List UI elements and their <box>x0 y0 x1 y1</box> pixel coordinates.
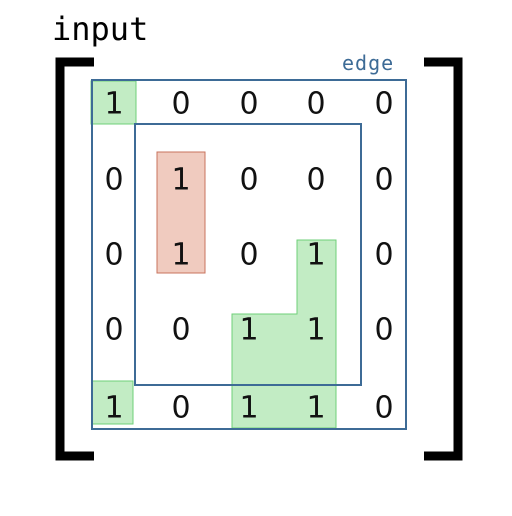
matrix-cell-r0-c0: 1 <box>104 87 123 122</box>
matrix-cell-r3-c2: 1 <box>239 313 258 348</box>
matrix-cell-r4-c1: 0 <box>171 391 190 426</box>
matrix-cell-r0-c4: 0 <box>374 87 393 122</box>
matrix-cell-r1-c3: 0 <box>306 163 325 198</box>
component-highlight-bottom-left <box>91 380 134 425</box>
matrix-cell-r2-c4: 0 <box>374 238 393 273</box>
matrix-cells: 1 0 0 0 0 0 1 0 0 0 0 1 0 1 0 0 0 1 1 0 1 0 1 1 0 <box>104 87 393 426</box>
edge-label: edge <box>342 51 394 75</box>
edge-frame <box>91 79 407 430</box>
matrix-cell-r1-c4: 0 <box>374 163 393 198</box>
right-bracket <box>424 57 463 461</box>
matrix-cell-r1-c0: 0 <box>104 163 123 198</box>
matrix-cell-r0-c1: 0 <box>171 87 190 122</box>
matrix-cell-r4-c2: 1 <box>239 391 258 426</box>
matrix-cell-r1-c2: 0 <box>239 163 258 198</box>
matrix-cell-r0-c2: 0 <box>239 87 258 122</box>
component-highlight-top-left <box>90 80 137 125</box>
matrix-cell-r3-c4: 0 <box>374 313 393 348</box>
left-bracket <box>55 57 94 461</box>
matrix-cell-r1-c1: 1 <box>171 163 190 198</box>
matrix-cell-r4-c3: 1 <box>306 391 325 426</box>
matrix-cell-r3-c1: 0 <box>171 313 190 348</box>
diagram-title: input <box>52 10 148 48</box>
matrix-cell-r0-c3: 0 <box>306 87 325 122</box>
matrix-cell-r2-c2: 0 <box>239 238 258 273</box>
interior-frame <box>134 123 362 386</box>
matrix-cell-r3-c3: 1 <box>306 313 325 348</box>
matrix-cell-r2-c1: 1 <box>171 238 190 273</box>
matrix-cell-r2-c3: 1 <box>306 238 325 273</box>
matrix-cell-r3-c0: 0 <box>104 313 123 348</box>
matrix-cell-r2-c0: 0 <box>104 238 123 273</box>
matrix-cell-r4-c4: 0 <box>374 391 393 426</box>
component-highlight-inner <box>156 151 206 274</box>
matrix-cell-r4-c0: 1 <box>104 391 123 426</box>
